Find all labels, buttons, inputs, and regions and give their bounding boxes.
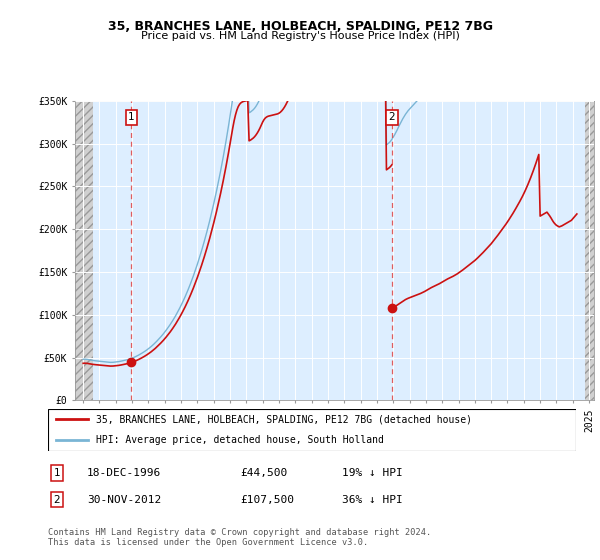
Bar	[75, 101, 92, 400]
Text: Contains HM Land Registry data © Crown copyright and database right 2024.
This d: Contains HM Land Registry data © Crown c…	[48, 528, 431, 547]
Text: 1: 1	[128, 112, 135, 122]
Text: 35, BRANCHES LANE, HOLBEACH, SPALDING, PE12 7BG: 35, BRANCHES LANE, HOLBEACH, SPALDING, P…	[107, 20, 493, 32]
Text: 2: 2	[389, 112, 395, 122]
FancyBboxPatch shape	[48, 409, 576, 451]
Text: £44,500: £44,500	[240, 468, 287, 478]
Text: 2: 2	[53, 494, 61, 505]
Text: £107,500: £107,500	[240, 494, 294, 505]
Text: Price paid vs. HM Land Registry's House Price Index (HPI): Price paid vs. HM Land Registry's House …	[140, 31, 460, 41]
Text: 18-DEC-1996: 18-DEC-1996	[87, 468, 161, 478]
Text: 30-NOV-2012: 30-NOV-2012	[87, 494, 161, 505]
Text: 35, BRANCHES LANE, HOLBEACH, SPALDING, PE12 7BG (detached house): 35, BRANCHES LANE, HOLBEACH, SPALDING, P…	[95, 414, 472, 424]
Bar	[585, 101, 594, 400]
Text: 36% ↓ HPI: 36% ↓ HPI	[342, 494, 403, 505]
Text: HPI: Average price, detached house, South Holland: HPI: Average price, detached house, Sout…	[95, 435, 383, 445]
Text: 19% ↓ HPI: 19% ↓ HPI	[342, 468, 403, 478]
Text: 1: 1	[53, 468, 61, 478]
